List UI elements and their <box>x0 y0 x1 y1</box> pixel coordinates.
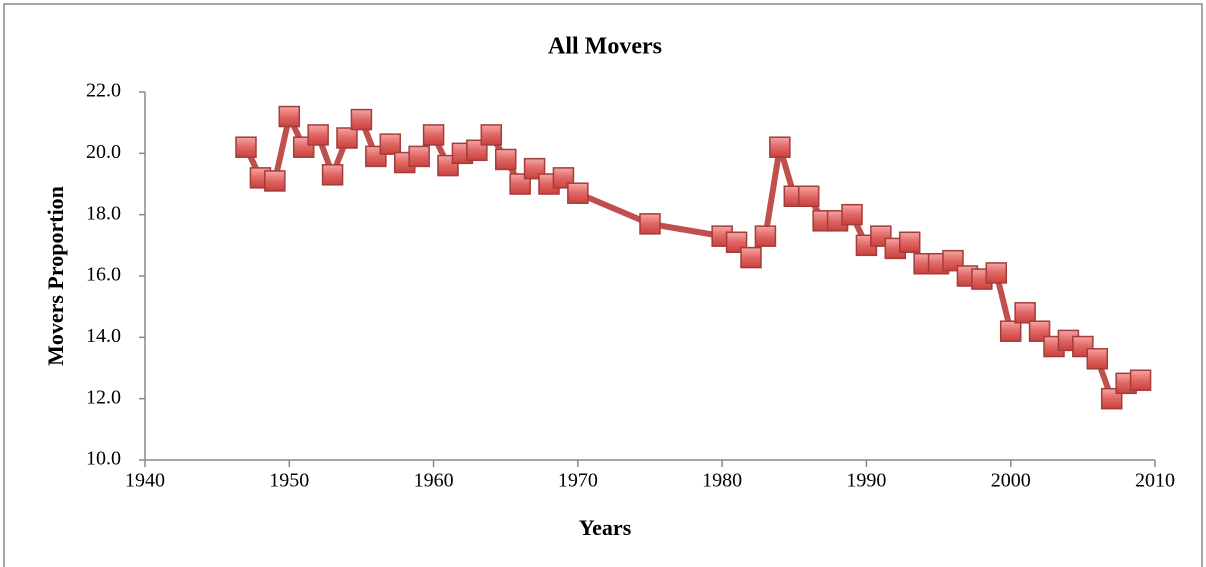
marker <box>841 203 863 226</box>
marker <box>235 136 257 158</box>
y-tick-label: 16.0 <box>86 264 121 286</box>
marker <box>740 246 762 269</box>
chart-title: All Movers <box>548 34 662 60</box>
y-tick-label: 20.0 <box>86 141 121 163</box>
marker <box>422 124 445 146</box>
marker <box>1086 348 1109 370</box>
x-tick-label: 1950 <box>269 470 309 492</box>
marker <box>999 320 1022 342</box>
x-axis-label: Years <box>579 515 632 540</box>
y-tick-label: 12.0 <box>86 386 121 408</box>
marker <box>408 145 430 168</box>
marker <box>769 136 791 158</box>
marker <box>379 133 402 155</box>
marker <box>307 124 329 146</box>
marker <box>797 185 820 208</box>
marker <box>754 225 777 247</box>
marker <box>1129 369 1152 392</box>
y-tick-label: 14.0 <box>86 325 121 347</box>
marker <box>639 213 661 235</box>
marker <box>985 262 1008 284</box>
x-tick-label: 1990 <box>846 470 886 492</box>
y-axis-label: Movers Proportion <box>43 186 68 366</box>
y-tick-label: 22.0 <box>86 80 121 102</box>
marker <box>321 164 344 186</box>
marker <box>336 127 358 149</box>
x-tick-label: 2010 <box>1135 470 1175 492</box>
x-tick-label: 1940 <box>125 470 165 492</box>
marker <box>898 231 921 254</box>
marker <box>264 170 286 192</box>
x-tick-label: 1970 <box>558 470 598 492</box>
marker <box>1014 302 1036 324</box>
marker <box>350 108 373 131</box>
y-tick-label: 10.0 <box>86 448 121 470</box>
marker <box>480 124 503 146</box>
marker <box>494 148 517 171</box>
marker <box>567 182 589 204</box>
x-tick-label: 2000 <box>991 470 1031 492</box>
x-tick-label: 1960 <box>414 470 454 492</box>
marker <box>278 105 301 128</box>
x-tick-label: 1980 <box>702 470 742 492</box>
y-tick-label: 18.0 <box>86 202 121 224</box>
